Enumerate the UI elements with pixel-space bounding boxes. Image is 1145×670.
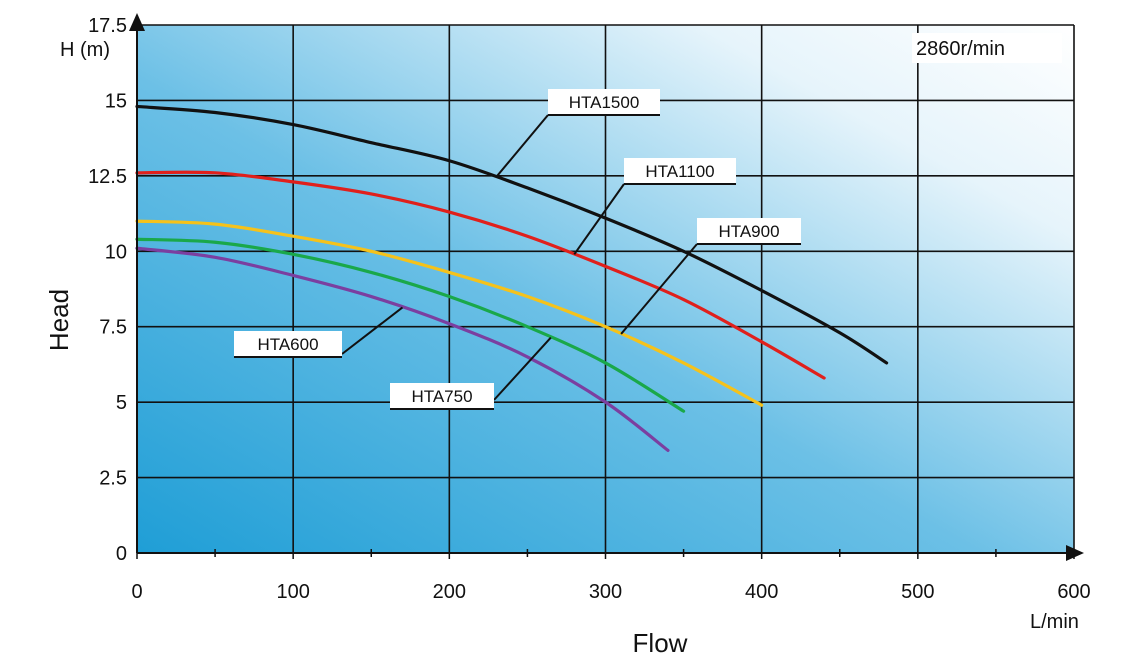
x-tick-label: 300: [589, 581, 622, 603]
series-line-hta1100: [135, 170, 826, 380]
series-line-hta1500: [135, 104, 889, 365]
y-tick-label: 10: [105, 241, 127, 263]
callout-label-hta1100: HTA1100: [645, 162, 714, 181]
tick-labels: 0 100 200 300 400 500 600 0 2.5 5 7.5 10 12.5 15 17.5: [88, 15, 1091, 603]
callout-leader-hta1100: [573, 183, 625, 255]
y-tick-label: 2.5: [99, 468, 127, 490]
callout-leader-hta600: [341, 306, 404, 355]
y-tick-label: 12.5: [88, 166, 127, 188]
callout-box-hta750: [390, 383, 494, 409]
y-tick-label: 7.5: [99, 317, 127, 339]
y-tick-label: 15: [105, 90, 127, 112]
axes: [129, 13, 1084, 561]
x-tick-label: 200: [433, 581, 466, 603]
callout-label-hta900: HTA900: [718, 222, 779, 241]
series-line-hta900: [135, 219, 764, 407]
x-tick-label: 400: [745, 581, 778, 603]
callout-layer: HTA1500 HTA1100 HTA900 HTA750 HTA600: [234, 89, 801, 410]
callout-label-hta750: HTA750: [411, 387, 472, 406]
x-tick-label: 0: [131, 581, 142, 603]
callout-box-hta600: [234, 331, 342, 357]
x-unit-label: L/min: [1030, 611, 1079, 633]
y-tick-label: 0: [116, 543, 127, 565]
series-line-hta600: [135, 246, 670, 453]
y-tick-label: 5: [116, 392, 127, 414]
callout-leader-hta1500: [495, 114, 549, 178]
callout-label-hta600: HTA600: [257, 335, 318, 354]
callout-box-hta1100: [624, 158, 736, 184]
callout-leader-hta900: [620, 243, 698, 335]
callout-box-hta900: [697, 218, 801, 244]
x-tick-label: 100: [276, 581, 309, 603]
callout-label-hta1500: HTA1500: [569, 93, 640, 112]
speed-annotation-box: [912, 33, 1062, 63]
callout-box-hta1500: [548, 89, 660, 115]
x-tick-label: 500: [901, 581, 934, 603]
y-axis-title: Head: [44, 289, 74, 351]
speed-annotation: 2860r/min: [916, 38, 1005, 60]
x-tick-label: 600: [1057, 581, 1090, 603]
y-tick-label: 17.5: [88, 15, 127, 37]
x-axis-title: Flow: [633, 628, 688, 658]
series-layer: [135, 104, 889, 453]
series-line-hta750: [135, 237, 686, 413]
y-unit-label: H (m): [60, 39, 110, 61]
callout-leader-hta750: [493, 336, 552, 401]
